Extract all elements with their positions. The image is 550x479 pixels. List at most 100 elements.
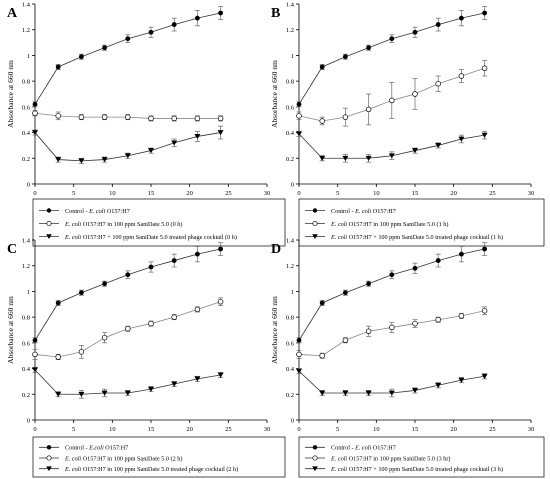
series-3 (296, 130, 488, 163)
data-point (125, 272, 131, 278)
data-point (78, 114, 85, 120)
data-point (102, 45, 107, 51)
y-tick-label: 0.4 (22, 366, 31, 373)
data-point (171, 258, 177, 263)
data-point (55, 64, 61, 70)
data-point (125, 325, 131, 332)
legend-label-part: E. coli (64, 455, 81, 462)
legend: Control - E. coli O157:H7E. coli O157:H7… (298, 436, 545, 478)
data-point (458, 313, 465, 319)
data-point (296, 101, 302, 107)
series-2 (296, 60, 488, 127)
series-1 (32, 6, 224, 108)
data-point (389, 272, 395, 278)
data-point (389, 36, 395, 42)
data-point (148, 320, 154, 327)
x-tick-label: 0 (297, 190, 300, 197)
data-point (32, 351, 38, 358)
legend-entry: E. coli O157:H7 in 100 ppm SaniDate 5.0 … (305, 221, 448, 228)
data-point (125, 114, 131, 120)
x-tick-label: 30 (264, 426, 271, 433)
y-tick-label: 1.2 (22, 263, 30, 270)
y-axis-title: Absorbance at 660 nm (6, 60, 15, 128)
x-tick-label: 10 (109, 190, 116, 197)
data-point (365, 155, 372, 161)
legend-label-part: E.coli (88, 445, 104, 452)
legend-box (298, 198, 545, 247)
legend-entry: Control - E. coli O157:H7 (305, 208, 396, 215)
data-point (32, 367, 38, 373)
legend-label: Control - E. coli O157:H7 (331, 208, 396, 215)
series-3 (32, 125, 224, 164)
x-tick-label: 20 (186, 426, 193, 433)
x-tick-label: 25 (489, 426, 496, 433)
legend-entry: E. coli O157:H7 + 100 ppm SaniDate 5.0 t… (305, 234, 503, 241)
y-axis-title: Absorbance at 660 nm (270, 60, 279, 128)
x-tick-label: 25 (225, 426, 232, 433)
y-tick-label: 0.8 (286, 315, 294, 322)
y-tick-label: 0.2 (22, 392, 30, 399)
legend-label: E. coli O157:H7 + 100 ppm SaniDate 5.0 t… (330, 466, 503, 473)
data-point (217, 115, 224, 122)
legend-label-part: O157:H7 in 100 ppm SaniDate 5.0 (3 hr) (347, 455, 450, 462)
data-point (296, 337, 302, 343)
data-point (46, 220, 52, 227)
data-point (366, 45, 371, 51)
data-point (365, 106, 372, 113)
y-tick-label: 1.2 (286, 263, 294, 270)
data-point (296, 113, 302, 119)
legend: Control - E. coli O157:H7 E. coli O157:H7… (298, 198, 545, 247)
data-point (46, 234, 52, 240)
panel-label: C (7, 242, 17, 257)
legend-entry: Control - E. coli O157:H7 (39, 208, 130, 215)
series-1 (296, 6, 488, 108)
data-point (171, 140, 178, 146)
data-point (148, 148, 154, 154)
data-point (194, 306, 201, 313)
data-point (124, 390, 131, 396)
data-point (55, 354, 61, 360)
y-tick-label: 1.4 (286, 2, 295, 9)
data-point (481, 373, 488, 379)
data-point (101, 390, 108, 396)
legend-label-part: E. coli (64, 234, 81, 241)
series-2 (32, 297, 224, 360)
x-tick-label: 15 (148, 190, 155, 197)
data-point (435, 80, 441, 87)
series-1 (296, 242, 488, 344)
data-point (319, 155, 326, 161)
legend-entry: Control - E.coli O157:H7 (39, 445, 128, 452)
data-point (482, 246, 487, 252)
data-point (32, 337, 38, 343)
data-point (171, 314, 177, 320)
data-point (217, 372, 224, 378)
y-tick-label: 0.8 (22, 79, 30, 86)
data-point (412, 265, 418, 271)
x-tick-label: 10 (373, 190, 380, 197)
data-point (296, 131, 302, 137)
data-point (319, 118, 325, 124)
data-point (435, 22, 441, 27)
data-point (101, 157, 108, 163)
data-point (435, 258, 441, 263)
data-point (319, 64, 325, 70)
data-point (101, 334, 108, 341)
y-tick-label: 0 (291, 418, 294, 425)
y-tick-label: 0.6 (22, 104, 31, 111)
data-point (46, 455, 52, 461)
legend-label-part: E. coli (88, 208, 105, 215)
x-tick-label: 25 (225, 190, 232, 197)
legend-entry: E. coli O157:H7 + 100 ppm SaniDate 5.0 t… (39, 234, 237, 241)
data-point (343, 54, 348, 60)
legend-label-part: O157:H7 in 100 ppm SaniDate 5.0 (0 h) (81, 221, 182, 228)
y-tick-label: 0.6 (286, 340, 295, 347)
data-point (412, 320, 418, 327)
data-point (365, 390, 372, 396)
data-point (32, 110, 38, 117)
x-tick-label: 5 (336, 190, 339, 197)
legend-box (32, 198, 286, 247)
panel-label: B (271, 6, 280, 21)
data-point (312, 466, 318, 472)
legend-label-part: O157:H7 in 100 ppm SaniDate 5.0 (2 h) (81, 455, 182, 462)
